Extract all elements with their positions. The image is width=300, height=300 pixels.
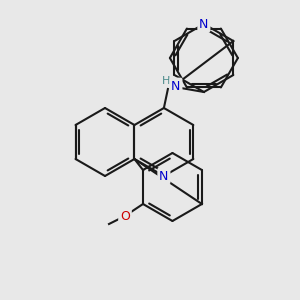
- Text: H: H: [162, 76, 170, 86]
- Text: N: N: [171, 80, 181, 92]
- Text: N: N: [199, 17, 208, 31]
- Text: N: N: [159, 169, 169, 182]
- Text: O: O: [120, 209, 130, 223]
